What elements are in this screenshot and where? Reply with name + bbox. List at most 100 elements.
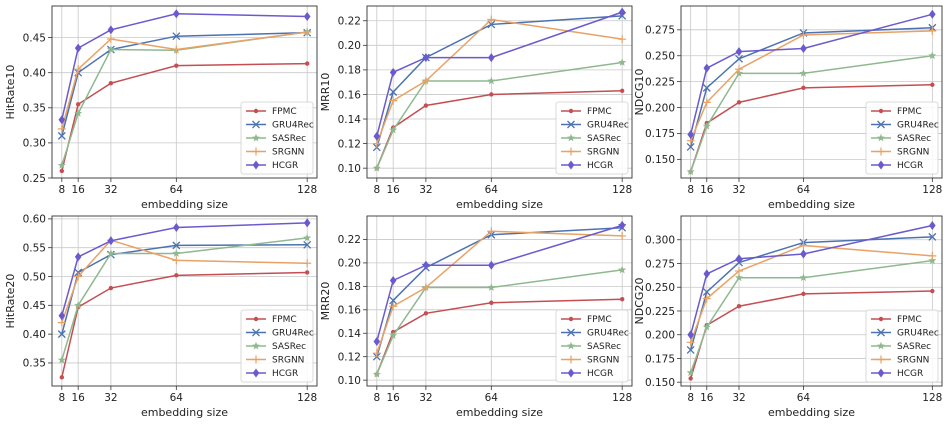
- data-point: [929, 9, 936, 19]
- legend: FPMC GRU4Rec SASRec SRGNN HCGR: [240, 101, 314, 175]
- data-point: [389, 96, 398, 105]
- legend-label: SASRec: [587, 134, 621, 144]
- legend-marker: [252, 133, 260, 142]
- y-tick-label: 0.45: [23, 300, 46, 312]
- legend-box: [865, 309, 939, 383]
- data-point: [686, 338, 695, 347]
- y-tick-label: 0.275: [645, 25, 675, 37]
- data-point: [801, 291, 806, 297]
- y-tick-label: 0.10: [338, 163, 361, 175]
- data-point: [57, 124, 66, 133]
- data-point: [389, 125, 398, 134]
- series-line: [61, 222, 308, 316]
- y-tick-label: 0.150: [645, 377, 675, 389]
- x-tick-label: 128: [297, 392, 317, 404]
- data-point: [487, 227, 496, 236]
- legend-label: HCGR: [272, 369, 298, 379]
- legend-marker: [252, 355, 260, 364]
- chart-panel-3: 8 16 32 64 128 0.35 0.40 0.45 0.50 0.55 0.60 embedd…: [4, 214, 318, 419]
- data-point: [799, 273, 808, 282]
- legend-entry: HCGR: [246, 368, 298, 379]
- data-point: [58, 115, 66, 125]
- legend-marker: [878, 316, 884, 322]
- x-tick-label: 64: [485, 392, 499, 404]
- data-point: [688, 376, 693, 381]
- x-tick-label: 32: [732, 392, 745, 404]
- data-point: [686, 345, 695, 354]
- y-tick-label: 0.18: [338, 281, 361, 293]
- data-point: [172, 45, 181, 54]
- data-point: [736, 304, 742, 309]
- data-point: [372, 349, 381, 358]
- legend-entry: SASRec: [246, 133, 306, 144]
- legend-label: HCGR: [587, 161, 613, 171]
- data-point: [930, 288, 935, 294]
- y-tick-label: 0.12: [338, 351, 361, 363]
- x-tick-label: 16: [71, 392, 85, 404]
- data-point: [928, 256, 937, 265]
- y-tick-label: 0.16: [338, 89, 362, 101]
- data-point: [389, 296, 398, 305]
- series-hcgr: [58, 9, 311, 125]
- legend-box: [240, 309, 314, 383]
- y-tick-label: 0.22: [338, 234, 361, 246]
- data-point: [799, 241, 808, 250]
- legend-entry: HCGR: [871, 368, 923, 379]
- x-tick-label: 16: [700, 184, 714, 196]
- legend-box: [555, 101, 629, 175]
- y-tick-label: 0.22: [338, 16, 361, 28]
- y-tick-label: 0.14: [338, 114, 362, 126]
- data-point: [735, 47, 743, 57]
- legend-entry: HCGR: [561, 368, 613, 379]
- y-axis-label: MRR20: [319, 282, 332, 321]
- legend-label: HCGR: [897, 369, 923, 379]
- legend-marker: [567, 368, 575, 378]
- plot-frame: [51, 5, 318, 179]
- data-point: [106, 34, 115, 43]
- data-point: [686, 142, 695, 151]
- plot-frame: [680, 215, 943, 387]
- legend-box: [555, 309, 629, 383]
- x-tick-label: 16: [71, 184, 85, 196]
- legend-box: [240, 101, 314, 175]
- data-point: [372, 163, 381, 172]
- x-axis-label: embedding size: [768, 198, 855, 211]
- y-tick-label: 0.150: [645, 154, 675, 166]
- data-point: [174, 63, 179, 68]
- legend-label: FPMC: [272, 107, 297, 117]
- series-hcgr: [687, 9, 936, 139]
- legend-entry: SASRec: [871, 133, 931, 144]
- data-point: [108, 81, 114, 86]
- legend-label: SRGNN: [897, 148, 929, 158]
- legend-entry: SASRec: [561, 341, 621, 352]
- legend-label: FPMC: [587, 315, 612, 325]
- y-tick-label: 0.40: [23, 67, 46, 79]
- data-point: [172, 32, 181, 41]
- data-point: [74, 65, 83, 74]
- data-point: [423, 103, 429, 108]
- legend-marker: [877, 328, 885, 337]
- legend-marker: [567, 120, 575, 129]
- y-tick-label: 0.200: [645, 102, 675, 114]
- data-point: [303, 240, 312, 249]
- legend-label: SRGNN: [897, 356, 929, 366]
- data-point: [702, 98, 711, 107]
- data-point: [57, 131, 66, 140]
- y-tick-label: 0.225: [645, 306, 675, 318]
- data-point: [928, 232, 937, 241]
- legend-label: FPMC: [897, 315, 922, 325]
- data-point: [422, 53, 430, 63]
- legend-marker: [252, 368, 260, 378]
- y-tick-label: 0.40: [23, 329, 46, 341]
- data-point: [389, 88, 398, 96]
- y-tick-label: 0.45: [23, 32, 46, 44]
- data-point: [75, 102, 81, 107]
- x-axis-label: embedding size: [456, 198, 543, 211]
- data-point: [57, 330, 66, 339]
- data-point: [489, 300, 494, 305]
- data-point: [172, 256, 181, 265]
- legend-label: GRU4Rec: [897, 329, 939, 339]
- data-point: [618, 58, 627, 66]
- data-point: [304, 61, 310, 66]
- legend-marker: [877, 341, 885, 350]
